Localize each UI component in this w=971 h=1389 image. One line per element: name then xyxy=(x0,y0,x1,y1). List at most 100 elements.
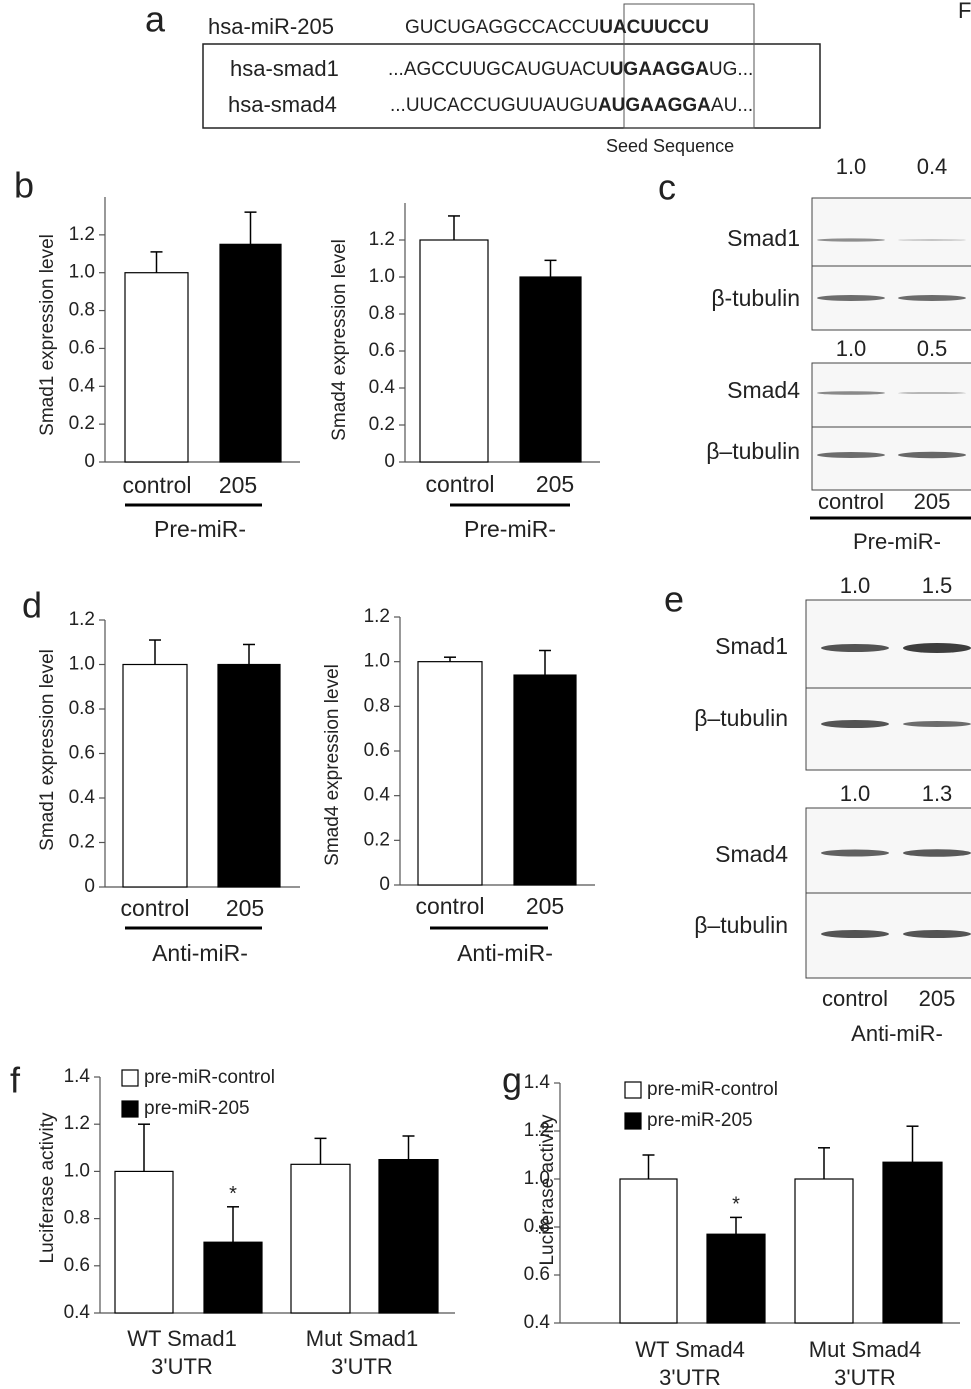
legend-swatch xyxy=(122,1101,138,1117)
y-tick-label: 0 xyxy=(84,876,95,897)
blot-row-label: β–tubulin xyxy=(706,438,800,464)
x-tick-label: control xyxy=(415,893,484,919)
y-tick-label: 1.0 xyxy=(64,1160,90,1181)
y-tick-label: 1.4 xyxy=(524,1072,551,1093)
y-axis-label: Smad4 expression level xyxy=(322,664,343,866)
blot-frame xyxy=(812,198,971,330)
blot-band xyxy=(898,392,966,394)
panel-label: b xyxy=(14,165,34,206)
bar xyxy=(795,1179,853,1323)
significance-mark: * xyxy=(229,1183,237,1205)
x-tick-label: 205 xyxy=(226,895,264,921)
y-tick-label: 0 xyxy=(384,451,395,472)
sequence-part: AU... xyxy=(711,95,753,116)
blot-band xyxy=(903,930,971,938)
sequence-part: ...UUCACCUGUUAUGU xyxy=(390,95,598,116)
bar xyxy=(620,1179,677,1323)
x-tick-label: WT Smad4 3'UTR xyxy=(630,1336,750,1389)
y-tick-label: 0 xyxy=(84,451,95,472)
significance-mark: * xyxy=(732,1194,740,1216)
blot-frame xyxy=(806,600,971,770)
x-tick-label: 205 xyxy=(219,472,257,498)
mirna-sequence: GUCUGAGGCCACCUUACUUCCU xyxy=(405,17,709,38)
y-axis-label: Luciferase activity xyxy=(37,1112,58,1264)
y-tick-label: 1.0 xyxy=(69,262,95,283)
legend-label: pre-miR-205 xyxy=(647,1110,753,1131)
sequence-part: UG... xyxy=(709,59,753,80)
panel-label: c xyxy=(658,167,676,208)
panel-label: g xyxy=(502,1060,522,1101)
y-tick-label: 0.8 xyxy=(364,695,390,716)
legend-label: pre-miR-control xyxy=(144,1067,275,1088)
bar xyxy=(125,273,188,462)
blot-band xyxy=(817,295,885,301)
y-tick-label: 1.2 xyxy=(369,229,395,250)
group-label: Anti-miR- xyxy=(152,940,248,966)
y-tick-label: 0.2 xyxy=(364,829,390,850)
y-tick-label: 0.8 xyxy=(69,698,95,719)
y-tick-label: 0.6 xyxy=(64,1255,90,1276)
bar xyxy=(520,277,581,462)
x-tick-label: 205 xyxy=(536,471,574,497)
blot-row-label: β–tubulin xyxy=(694,705,788,731)
y-tick-label: 0.6 xyxy=(524,1264,550,1285)
bar xyxy=(123,665,187,888)
bar xyxy=(418,662,482,885)
y-tick-label: 0.4 xyxy=(524,1312,551,1333)
mirna-name: hsa-miR-205 xyxy=(208,14,334,39)
y-tick-label: 1.0 xyxy=(364,651,390,672)
blot-band xyxy=(821,850,889,857)
panel-label: f xyxy=(10,1060,21,1101)
x-tick-label: control xyxy=(425,471,494,497)
group-label: Pre-miR- xyxy=(154,516,246,542)
target-name: hsa-smad1 xyxy=(230,56,339,81)
blot-row-label: β-tubulin xyxy=(711,285,800,311)
blot-band xyxy=(817,452,885,458)
y-tick-label: 0.8 xyxy=(369,303,395,324)
y-tick-label: 0.8 xyxy=(69,300,95,321)
panel-label: a xyxy=(145,0,166,40)
blot-band xyxy=(821,720,889,728)
bar xyxy=(420,240,488,462)
legend-label: pre-miR-205 xyxy=(144,1098,250,1119)
y-axis-label: Luciferase activity xyxy=(537,1114,558,1266)
y-axis-label: Smad4 expression level xyxy=(329,239,350,441)
lane-label: control xyxy=(818,489,884,514)
lane-label: 205 xyxy=(914,489,951,514)
sequence-part: ...AGCCUUGCAUGUACU xyxy=(388,59,610,80)
blot-row-label: β–tubulin xyxy=(694,912,788,938)
legend-swatch xyxy=(122,1070,138,1086)
bar xyxy=(204,1242,262,1313)
y-tick-label: 1.2 xyxy=(64,1113,90,1134)
band-ratio: 1.0 xyxy=(836,154,867,179)
figure: F hsa-miR-205 GUCUGAGGCCACCUUACUUCCU hsa… xyxy=(0,0,971,1389)
y-tick-label: 1.0 xyxy=(69,654,95,675)
y-tick-label: 0.4 xyxy=(69,787,96,808)
blot-row-label: Smad4 xyxy=(715,841,788,867)
blot-band xyxy=(821,930,889,938)
x-tick-label: 205 xyxy=(526,893,564,919)
bar xyxy=(514,675,576,885)
y-tick-label: 1.2 xyxy=(364,606,390,627)
bar xyxy=(220,244,281,462)
legend-swatch xyxy=(625,1082,641,1098)
y-tick-label: 0.6 xyxy=(364,740,390,761)
blot-band xyxy=(903,849,971,857)
blot-row-label: Smad4 xyxy=(727,377,800,403)
y-tick-label: 1.4 xyxy=(64,1066,91,1087)
panel-label: e xyxy=(664,579,684,620)
y-tick-label: 0 xyxy=(379,874,390,895)
y-tick-label: 1.2 xyxy=(69,224,95,245)
blot-band xyxy=(903,643,971,653)
seed-part: AUGAAGGA xyxy=(598,95,711,116)
blot-band xyxy=(898,452,966,458)
lane-label: control xyxy=(822,986,888,1011)
y-axis-label: Smad1 expression level xyxy=(37,649,58,851)
target-name: hsa-smad4 xyxy=(228,92,337,117)
y-tick-label: 0.2 xyxy=(69,832,95,853)
x-tick-label: Mut Smad1 3'UTR xyxy=(302,1325,422,1381)
x-tick-label: control xyxy=(120,895,189,921)
y-tick-label: 1.2 xyxy=(69,609,95,630)
corner-text: F xyxy=(958,0,971,23)
y-tick-label: 0.6 xyxy=(69,337,95,358)
